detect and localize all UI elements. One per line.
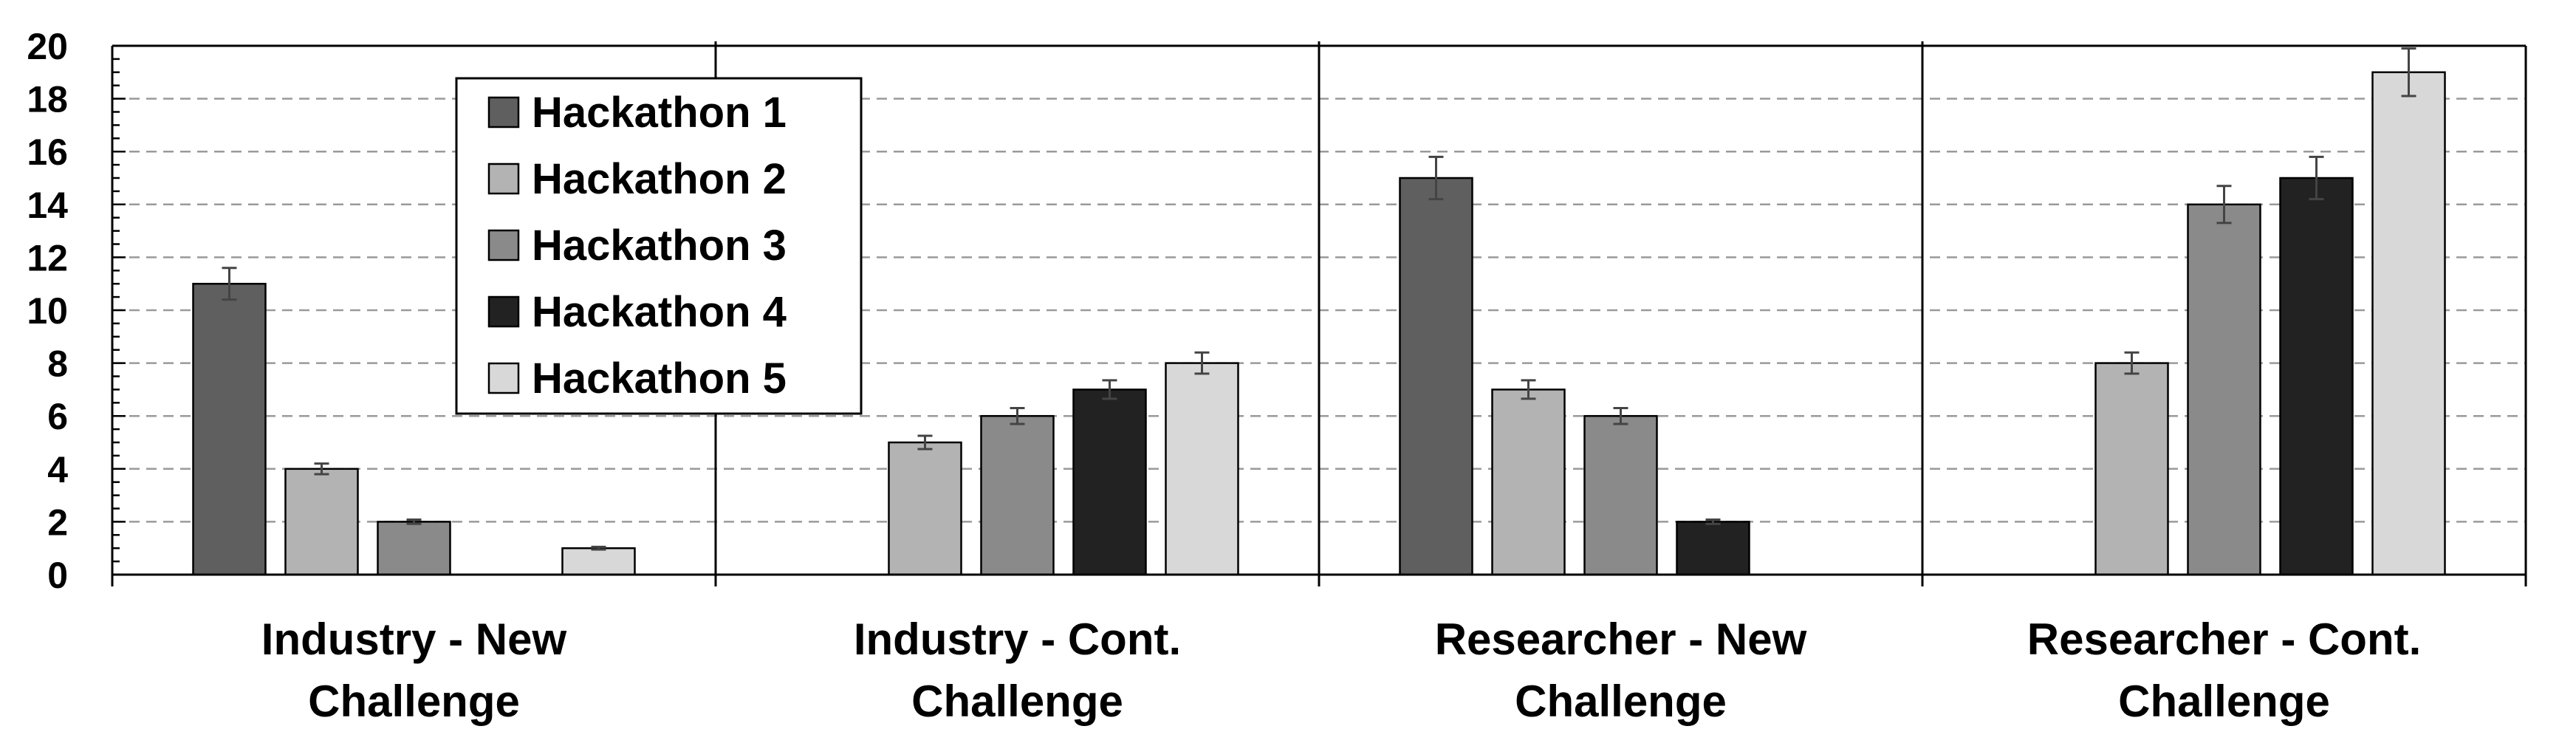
legend-label-4: Hackathon 4 [532,288,787,336]
legend-swatch-4 [487,295,520,328]
y-tick-label-6: 6 [47,396,68,437]
y-tick-label-20: 20 [27,26,68,67]
legend-swatch-2 [487,162,520,195]
legend: Hackathon 1 Hackathon 2 Hackathon 3 Hackath… [455,77,863,415]
y-tick-label-14: 14 [27,185,68,226]
y-tick-label-12: 12 [27,237,68,278]
bar-4-3 [1676,521,1750,576]
legend-box [455,77,863,415]
y-tick-label-4: 4 [47,449,68,490]
bar-2-3 [1491,389,1566,576]
legend-label-1: Hackathon 1 [532,89,787,137]
y-tick-label-8: 8 [47,343,68,385]
legend-label-3: Hackathon 3 [532,222,787,270]
bar-3-2 [980,414,1055,576]
y-tick-label-0: 0 [47,555,68,596]
bar-2-4 [2094,362,2169,576]
y-tick-label-10: 10 [27,290,68,332]
legend-swatch-3 [487,229,520,261]
bar-3-3 [1583,414,1658,576]
axes: 0 2 4 6 8 10 12 14 16 18 20 Industry - New Challenge… [27,26,2527,726]
y-tick-label-18: 18 [27,79,68,120]
category-label-4-line-1: Researcher - Cont. [2027,615,2422,664]
bar-3-1 [377,521,451,576]
bar-1-1 [192,282,267,576]
bar-5-2 [1165,362,1239,576]
bar-2-1 [284,468,359,576]
category-label-2-line-1: Industry - Cont. [854,615,1181,664]
bars [192,47,2446,576]
category-label-2-line-2: Challenge [911,677,1123,726]
bar-2-2 [888,441,962,576]
category-label-1-line-2: Challenge [308,677,520,726]
category-label-1-line-1: Industry - New [261,615,567,664]
category-label-3-line-2: Challenge [1515,677,1727,726]
bar-5-1 [561,547,636,576]
legend-swatch-5 [487,362,520,394]
bar-4-2 [1072,389,1147,576]
legend-label-5: Hackathon 5 [532,355,787,403]
bar-3-4 [2187,203,2261,576]
bar-4-4 [2279,177,2354,576]
bar-1-3 [1399,177,1473,576]
y-tick-label-2: 2 [47,502,68,543]
category-label-4-line-2: Challenge [2118,677,2330,726]
legend-label-2: Hackathon 2 [532,155,787,203]
category-label-3-line-1: Researcher - New [1435,615,1807,664]
y-tick-label-16: 16 [27,131,68,173]
legend-swatch-1 [487,96,520,129]
bar-5-4 [2371,71,2446,576]
